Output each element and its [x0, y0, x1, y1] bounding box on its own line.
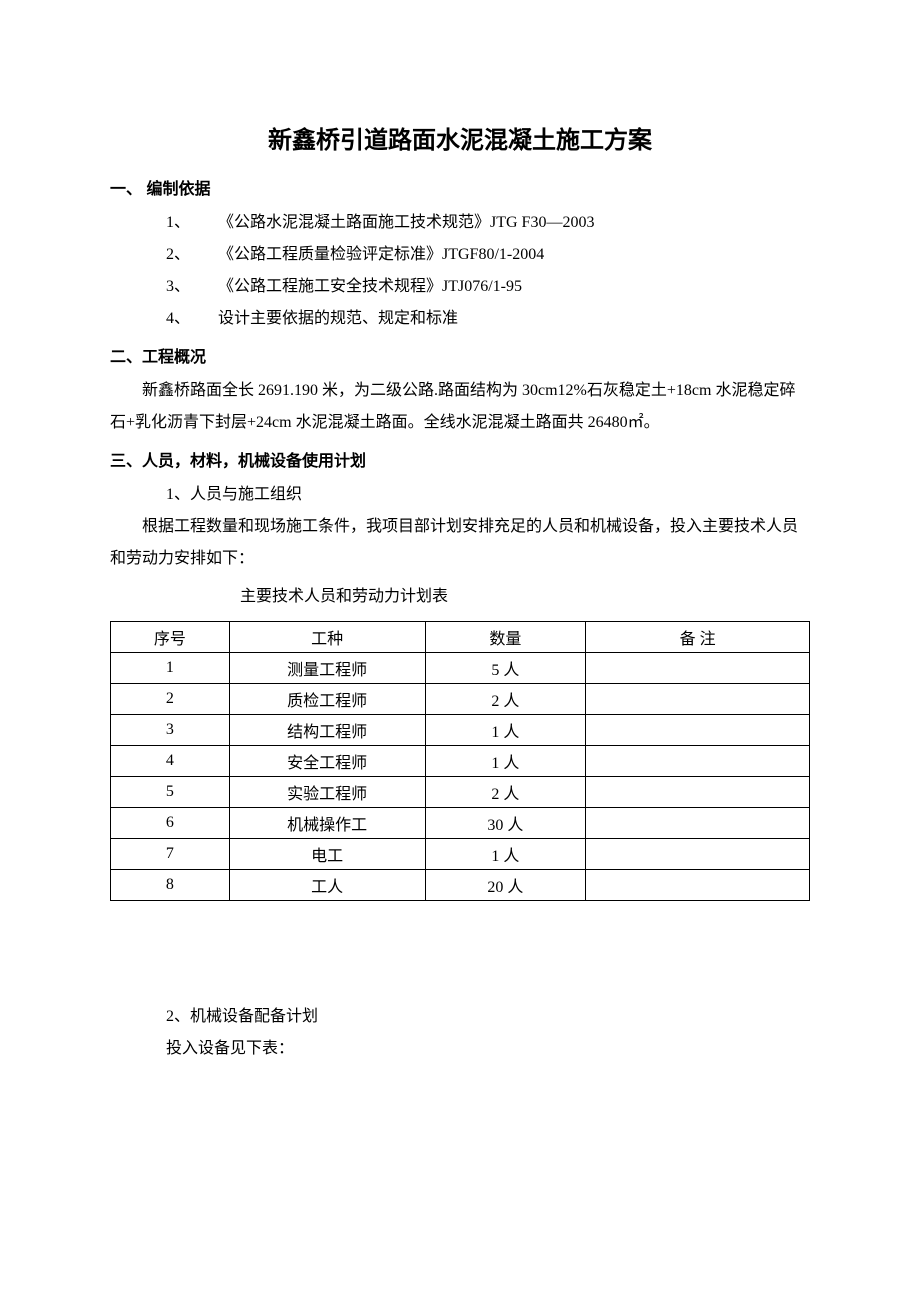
table-header: 数量: [425, 622, 586, 653]
section-1-heading: 一、 编制依据: [110, 175, 810, 199]
table-cell: [586, 839, 810, 870]
document-title: 新鑫桥引道路面水泥混凝土施工方案: [110, 120, 810, 155]
table-row: 5 实验工程师 2 人: [111, 777, 810, 808]
table-caption: 主要技术人员和劳动力计划表: [110, 581, 810, 613]
table-header: 工种: [229, 622, 425, 653]
table-cell: 1 人: [425, 839, 586, 870]
table-cell: 1 人: [425, 746, 586, 777]
list-number: 2、: [166, 239, 214, 271]
table-header: 序号: [111, 622, 230, 653]
table-cell: 电工: [229, 839, 425, 870]
section-3-sub2: 2、机械设备配备计划: [110, 1001, 810, 1033]
list-text: 《公路水泥混凝土路面施工技术规范》JTG F30—2003: [218, 214, 594, 231]
table-cell: 质检工程师: [229, 684, 425, 715]
table-cell: 5: [111, 777, 230, 808]
table-cell: 20 人: [425, 870, 586, 901]
section-3-sub2-text: 投入设备见下表：: [110, 1033, 810, 1065]
list-number: 3、: [166, 271, 214, 303]
table-header-row: 序号 工种 数量 备 注: [111, 622, 810, 653]
table-header: 备 注: [586, 622, 810, 653]
list-text: 《公路工程施工安全技术规程》JTJ076/1-95: [218, 278, 522, 295]
table-cell: [586, 746, 810, 777]
list-number: 4、: [166, 303, 214, 335]
section-1-item-1: 1、 《公路水泥混凝土路面施工技术规范》JTG F30—2003: [110, 207, 810, 239]
table-row: 8 工人 20 人: [111, 870, 810, 901]
table-cell: 2 人: [425, 777, 586, 808]
table-cell: 1 人: [425, 715, 586, 746]
section-1-item-4: 4、 设计主要依据的规范、规定和标准: [110, 303, 810, 335]
table-cell: 机械操作工: [229, 808, 425, 839]
table-cell: 6: [111, 808, 230, 839]
table-cell: 2: [111, 684, 230, 715]
table-cell: 实验工程师: [229, 777, 425, 808]
list-text: 《公路工程质量检验评定标准》JTGF80/1-2004: [218, 246, 544, 263]
table-cell: 3: [111, 715, 230, 746]
table-cell: 8: [111, 870, 230, 901]
table-cell: 工人: [229, 870, 425, 901]
table-cell: [586, 777, 810, 808]
table-cell: 2 人: [425, 684, 586, 715]
table-cell: 测量工程师: [229, 653, 425, 684]
section-1-item-3: 3、 《公路工程施工安全技术规程》JTJ076/1-95: [110, 271, 810, 303]
section-2-paragraph: 新鑫桥路面全长 2691.190 米，为二级公路.路面结构为 30cm12%石灰…: [110, 375, 810, 439]
table-cell: [586, 870, 810, 901]
section-3-paragraph: 根据工程数量和现场施工条件，我项目部计划安排充足的人员和机械设备，投入主要技术人…: [110, 511, 810, 575]
list-number: 1、: [166, 207, 214, 239]
list-text: 设计主要依据的规范、规定和标准: [218, 310, 458, 327]
table-cell: 4: [111, 746, 230, 777]
table-row: 2 质检工程师 2 人: [111, 684, 810, 715]
table-row: 1 测量工程师 5 人: [111, 653, 810, 684]
table-row: 7 电工 1 人: [111, 839, 810, 870]
table-cell: [586, 808, 810, 839]
section-2-heading: 二、工程概况: [110, 343, 810, 367]
section-3-heading: 三、人员，材料，机械设备使用计划: [110, 447, 810, 471]
table-row: 6 机械操作工 30 人: [111, 808, 810, 839]
table-cell: 结构工程师: [229, 715, 425, 746]
section-3-sub1: 1、人员与施工组织: [110, 479, 810, 511]
table-row: 3 结构工程师 1 人: [111, 715, 810, 746]
table-cell: [586, 684, 810, 715]
personnel-table: 序号 工种 数量 备 注 1 测量工程师 5 人 2 质检工程师 2 人 3 结…: [110, 621, 810, 901]
table-cell: [586, 715, 810, 746]
table-cell: 7: [111, 839, 230, 870]
section-1-item-2: 2、 《公路工程质量检验评定标准》JTGF80/1-2004: [110, 239, 810, 271]
table-row: 4 安全工程师 1 人: [111, 746, 810, 777]
table-cell: [586, 653, 810, 684]
table-cell: 5 人: [425, 653, 586, 684]
table-cell: 1: [111, 653, 230, 684]
table-cell: 安全工程师: [229, 746, 425, 777]
table-cell: 30 人: [425, 808, 586, 839]
